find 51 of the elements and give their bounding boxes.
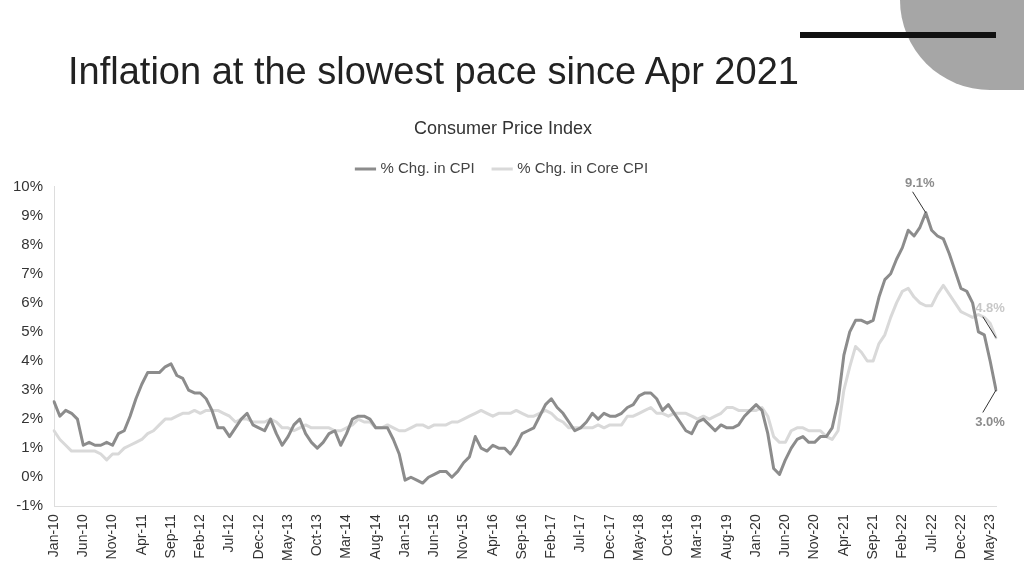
y-tick-label: -1%	[16, 496, 44, 514]
x-tick-label: Nov-15	[454, 514, 471, 560]
chart-title: Inflation at the slowest pace since Apr 2021	[68, 50, 799, 93]
chart-subtitle: Consumer Price Index	[413, 117, 593, 138]
data-label: 9.1%	[904, 175, 936, 191]
x-tick-label: Jan-10	[44, 514, 61, 558]
x-tick-label: Oct-18	[659, 514, 676, 557]
x-tick-label: Dec-22	[951, 514, 968, 560]
x-tick-label: Sep-21	[863, 514, 880, 560]
x-tick-label: Feb-12	[191, 514, 208, 559]
x-tick-label: Sep-11	[161, 514, 178, 559]
y-tick-label: 1%	[21, 438, 44, 456]
x-tick-label: Mar-19	[688, 514, 705, 559]
x-tick-label: Jun-20	[776, 514, 793, 558]
y-tick-label: 4%	[21, 351, 44, 369]
x-tick-label: Jul-17	[571, 514, 588, 553]
y-tick-label: 6%	[21, 293, 44, 310]
x-tick-label: Apr-16	[483, 514, 500, 557]
y-tick-label: 0%	[21, 467, 44, 485]
y-tick-label: 5%	[21, 322, 44, 340]
x-tick-label: Aug-19	[717, 514, 734, 560]
x-tick-label: Apr-11	[132, 514, 149, 556]
x-tick-label: Jan-15	[395, 514, 412, 558]
x-tick-label: Apr-21	[834, 514, 851, 557]
x-tick-label: Dec-12	[249, 514, 266, 560]
x-tick-label: Jul-12	[220, 514, 237, 553]
legend-label: % Chg. in Core CPI	[517, 159, 649, 177]
x-tick-label: Jul-22	[922, 514, 939, 553]
x-tick-label: Nov-20	[805, 514, 822, 560]
x-tick-label: Aug-14	[366, 514, 383, 560]
x-tick-label: May-18	[629, 514, 646, 561]
x-tick-label: Feb-22	[893, 514, 910, 559]
x-tick-label: Mar-14	[337, 514, 354, 559]
x-tick-label: Oct-13	[308, 514, 325, 557]
y-tick-label: 3%	[21, 380, 44, 398]
data-label: 3.0%	[975, 414, 1006, 430]
x-tick-label: Jan-20	[746, 514, 763, 558]
x-tick-label: May-13	[278, 514, 295, 561]
y-tick-label: 8%	[21, 234, 44, 252]
x-tick-label: Nov-10	[103, 514, 120, 560]
y-tick-label: 7%	[21, 263, 44, 281]
x-tick-label: May-23	[981, 514, 998, 561]
x-tick-label: Dec-17	[600, 514, 617, 560]
y-tick-label: 9%	[21, 205, 44, 223]
legend-label: % Chg. in CPI	[380, 159, 475, 177]
y-tick-label: 2%	[21, 409, 44, 427]
x-tick-label: Jun-10	[74, 514, 91, 558]
x-tick-label: Sep-16	[512, 514, 529, 560]
x-tick-label: Feb-17	[542, 514, 559, 559]
x-tick-label: Jun-15	[425, 514, 442, 558]
y-tick-label: 10%	[12, 176, 44, 194]
